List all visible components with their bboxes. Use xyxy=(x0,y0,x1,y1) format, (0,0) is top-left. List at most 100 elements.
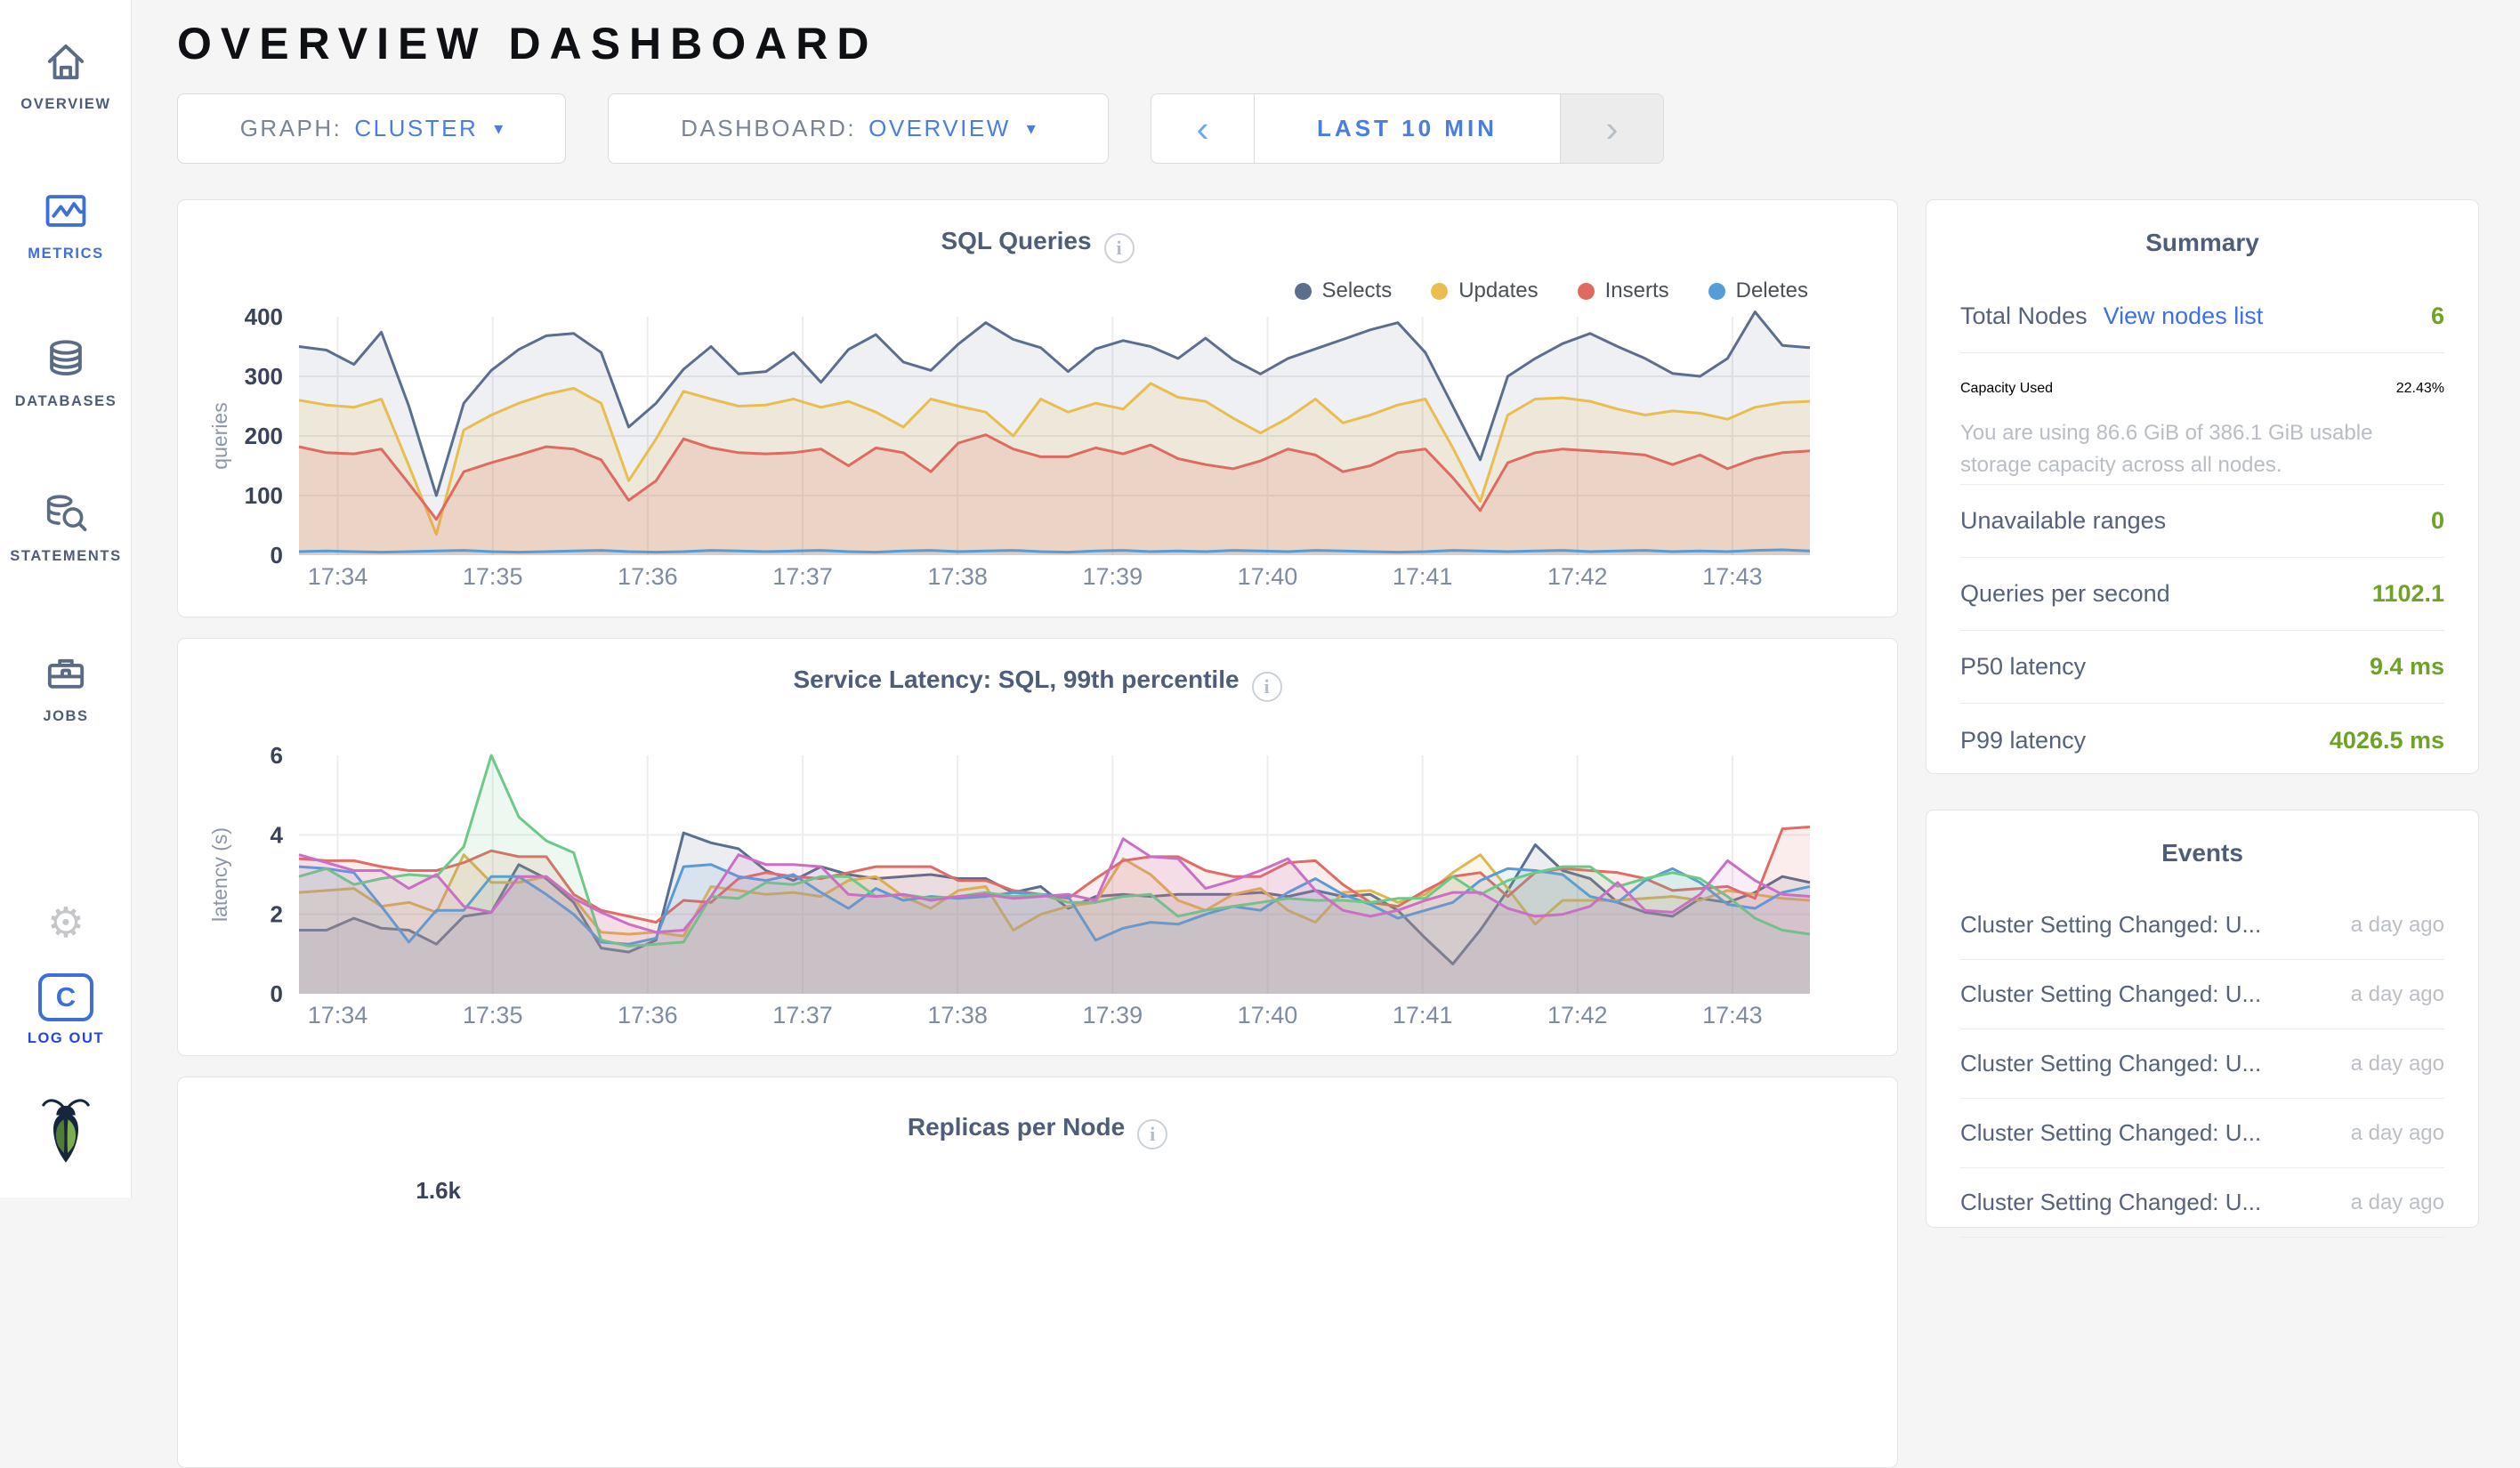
sidebar-item-metrics[interactable]: METRICS xyxy=(0,189,132,262)
x-tick-label: 17:34 xyxy=(308,1002,368,1028)
chevron-right-icon: › xyxy=(1605,107,1619,149)
sidebar-item-jobs[interactable]: JOBS xyxy=(0,651,132,725)
y-tick-label: 300 xyxy=(245,363,283,390)
sidebar-item-databases[interactable]: DATABASES xyxy=(0,336,132,410)
x-tick-label: 17:35 xyxy=(463,563,523,590)
sidebar-item-label: JOBS xyxy=(43,708,89,724)
summary-row-label: Unavailable ranges xyxy=(1960,507,2167,534)
legend-item-deletes: Deletes xyxy=(1708,278,1808,303)
metrics-chart-icon xyxy=(44,189,88,238)
x-tick-label: 17:41 xyxy=(1393,563,1453,590)
graph-dropdown-label: GRAPH: xyxy=(239,115,343,141)
summary-row-value: 1102.1 xyxy=(2371,580,2444,607)
event-row[interactable]: Cluster Setting Changed: U... a day ago xyxy=(1960,1029,2444,1099)
database-icon xyxy=(44,336,88,385)
series-line-selects xyxy=(298,311,1811,497)
legend-item-inserts: Inserts xyxy=(1577,278,1669,303)
replicas-per-node-card: Replicas per Node i 1.6k xyxy=(177,1077,1898,1468)
time-range-value[interactable]: LAST 10 MIN xyxy=(1317,115,1498,141)
summary-row-value: 22.43% xyxy=(2395,381,2444,396)
y-tick-label: 0 xyxy=(271,542,283,569)
chart-legend: Selects Updates Inserts Deletes xyxy=(1294,278,1808,303)
events-title: Events xyxy=(2161,839,2243,867)
x-tick-label: 17:35 xyxy=(463,1002,523,1028)
event-time: a day ago xyxy=(2350,1190,2444,1214)
y-tick-label: 4 xyxy=(271,821,284,848)
dashboard-dropdown-value: OVERVIEW xyxy=(868,115,1011,141)
cockroachdb-bug-icon xyxy=(40,1099,92,1169)
series-area-node-6 xyxy=(299,838,1810,994)
gear-icon: ⚙ xyxy=(46,899,85,948)
graph-dropdown[interactable]: GRAPH: CLUSTER ▾ xyxy=(177,93,566,164)
sidebar-item-label: STATEMENTS xyxy=(10,548,122,564)
y-tick-label: 2 xyxy=(271,901,283,928)
x-tick-label: 17:43 xyxy=(1702,1002,1763,1028)
x-tick-label: 17:42 xyxy=(1547,563,1608,590)
info-icon[interactable]: i xyxy=(1137,1119,1168,1149)
x-tick-label: 17:43 xyxy=(1702,563,1763,590)
series-area-updates xyxy=(299,383,1810,555)
page-title: OVERVIEW DASHBOARD xyxy=(177,19,878,69)
series-line-deletes xyxy=(298,548,1811,554)
sidebar-item-overview[interactable]: OVERVIEW xyxy=(0,39,132,113)
summary-row-total-nodes: Total Nodes View nodes list 6 xyxy=(1960,280,2444,353)
legend-dot-icon xyxy=(1294,282,1312,300)
series-line-updates xyxy=(298,382,1811,536)
summary-row-label: Queries per second xyxy=(1960,580,2170,607)
event-label: Cluster Setting Changed: U... xyxy=(1960,980,2262,1007)
chart-title-text: Service Latency: SQL, 99th percentile xyxy=(793,665,1240,693)
sidebar-item-label: OVERVIEW xyxy=(20,96,111,112)
event-label: Cluster Setting Changed: U... xyxy=(1960,1189,2262,1215)
time-range-prev-button[interactable]: ‹ xyxy=(1151,94,1255,163)
time-range-next-button[interactable]: › xyxy=(1560,94,1663,163)
cockroachdb-brand-logo[interactable] xyxy=(0,1093,132,1170)
statements-search-icon xyxy=(44,491,88,540)
summary-row-p50: P50 latency 9.4 ms xyxy=(1960,631,2444,704)
series-area-selects xyxy=(299,311,1810,555)
sidebar-item-statements[interactable]: STATEMENTS xyxy=(0,491,132,565)
x-tick-label: 17:40 xyxy=(1238,1002,1298,1028)
view-nodes-list-link[interactable]: View nodes list xyxy=(2103,302,2264,329)
sidebar-item-label: METRICS xyxy=(28,246,104,262)
series-line-node-6 xyxy=(298,837,1811,934)
event-row[interactable]: Cluster Setting Changed: U... a day ago xyxy=(1960,960,2444,1029)
sql-queries-card: SQL Queries i Selects Updates Inserts Delete… xyxy=(177,199,1898,617)
y-tick-label: 200 xyxy=(245,423,283,449)
service-latency-chart[interactable]: 17:34 17:35 17:36 17:37 17:38 17:39 17:40 17:41… xyxy=(179,737,1898,1057)
legend-item-selects: Selects xyxy=(1294,278,1392,303)
event-row[interactable]: Cluster Setting Changed: U... a day ago xyxy=(1960,891,2444,960)
legend-dot-icon xyxy=(1431,282,1449,300)
y-tick-label: 400 xyxy=(245,303,283,330)
legend-dot-icon xyxy=(1577,282,1595,300)
chart-title: Service Latency: SQL, 99th percentile i xyxy=(178,665,1897,702)
summary-row-label: P50 latency xyxy=(1960,653,2087,680)
settings-button[interactable]: ⚙ xyxy=(0,902,132,944)
legend-label: Deletes xyxy=(1735,278,1808,302)
sql-queries-chart[interactable]: 17:34 17:35 17:36 17:37 17:38 17:39 17:40 17:41… xyxy=(179,298,1898,618)
series-line-node-5 xyxy=(298,754,1811,948)
x-tick-label: 17:34 xyxy=(308,563,368,590)
event-row[interactable]: Cluster Setting Changed: U... a day ago xyxy=(1960,1099,2444,1168)
x-tick-label: 17:41 xyxy=(1393,1002,1453,1028)
service-latency-card: Service Latency: SQL, 99th percentile i l… xyxy=(177,638,1898,1056)
summary-row-qps: Queries per second 1102.1 xyxy=(1960,558,2444,631)
chevron-down-icon: ▾ xyxy=(1026,119,1036,139)
time-range-selector: ‹ LAST 10 MIN › xyxy=(1151,93,1664,164)
x-tick-label: 17:38 xyxy=(927,563,988,590)
x-tick-label: 17:36 xyxy=(618,563,678,590)
sidebar-item-label: DATABASES xyxy=(14,393,117,409)
info-icon[interactable]: i xyxy=(1103,233,1135,263)
chevron-left-icon: ‹ xyxy=(1196,107,1209,149)
event-row[interactable]: Cluster Setting Changed: U... a day ago xyxy=(1960,1168,2444,1238)
info-icon[interactable]: i xyxy=(1251,672,1282,702)
dashboard-dropdown[interactable]: DASHBOARD: OVERVIEW ▾ xyxy=(608,93,1109,164)
summary-title: Summary xyxy=(2145,229,2259,256)
chart-title: SQL Queries i xyxy=(178,227,1897,263)
series-area-node-4 xyxy=(299,864,1810,994)
chart-title: Replicas per Node i xyxy=(178,1113,1897,1149)
logout-button[interactable]: C LOG OUT xyxy=(0,973,132,1047)
x-tick-label: 17:39 xyxy=(1083,563,1143,590)
x-tick-label: 17:37 xyxy=(772,1002,833,1028)
summary-row-capacity-used: Capacity Used 22.43% You are using 86.6 … xyxy=(1960,353,2444,485)
briefcase-icon xyxy=(44,651,88,700)
